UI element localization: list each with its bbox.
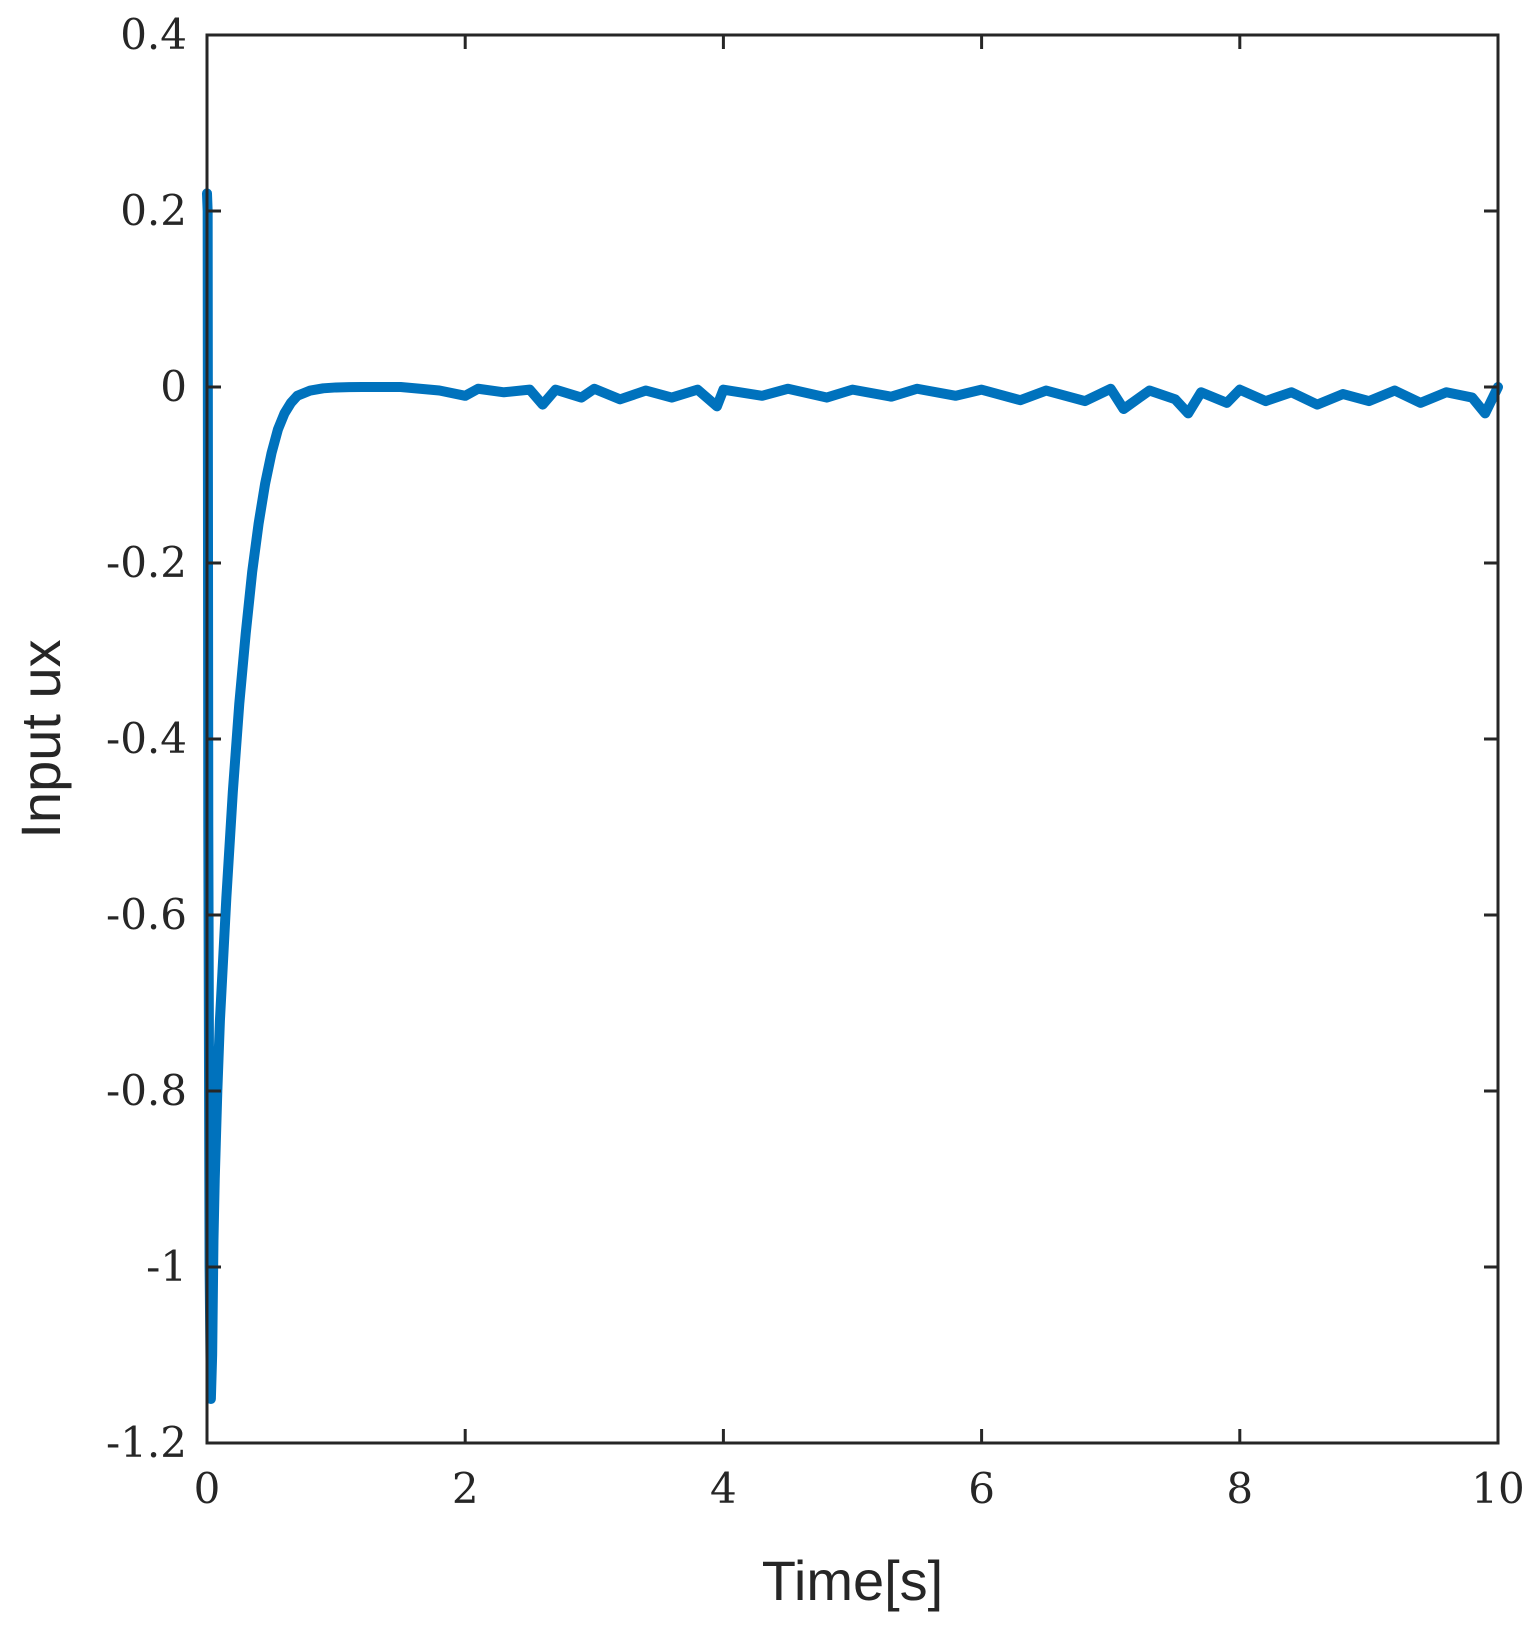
y-tick-label: -0.2: [106, 538, 187, 587]
y-tick-label: 0.4: [120, 10, 187, 59]
tick-labels: 0 2 4 6 8 10 0.4 0.2 0 -0.2 -0.4 -0.6 -0.8 -1 -1.2: [106, 10, 1525, 1513]
x-tick-label: 6: [968, 1464, 995, 1513]
x-tick-label: 2: [452, 1464, 479, 1513]
y-tick-label: 0: [160, 362, 187, 411]
series-line-0: [202, 188, 1503, 1404]
y-tick-label: -0.6: [106, 890, 187, 939]
x-tick-label: 8: [1226, 1464, 1253, 1513]
y-tick-label: -0.8: [106, 1066, 187, 1115]
x-tick-label: 4: [710, 1464, 737, 1513]
y-tick-label: 0.2: [120, 186, 187, 235]
x-tick-label: 0: [194, 1464, 221, 1513]
x-tick-label: 10: [1471, 1464, 1524, 1513]
y-tick-label: -1: [146, 1242, 187, 1291]
ticks-layer: [205, 33, 1500, 1445]
y-axis-label: Input ux: [9, 639, 72, 838]
series-layer: [202, 188, 1503, 1404]
y-tick-label: -0.4: [106, 714, 187, 763]
axes-box: [205, 33, 1500, 1445]
x-axis-label: Time[s]: [762, 1549, 943, 1612]
y-tick-label: -1.2: [106, 1418, 187, 1467]
